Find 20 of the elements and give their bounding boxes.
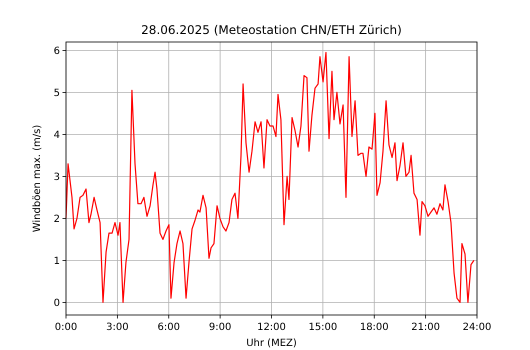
x-tick-label: 15:00 xyxy=(308,322,338,333)
y-axis-title: Windböen max. (m/s) xyxy=(32,124,43,232)
x-axis-title: Uhr (MEZ) xyxy=(246,338,297,349)
x-tick-label: 3:00 xyxy=(106,322,129,333)
y-tick-label: 2 xyxy=(54,214,60,225)
x-tick-label: 21:00 xyxy=(411,322,440,333)
y-tick-label: 0 xyxy=(54,298,60,309)
y-tick-label: 5 xyxy=(54,88,60,99)
x-tick-label: 0:00 xyxy=(54,322,78,333)
y-tick-label: 1 xyxy=(54,256,60,267)
line-series xyxy=(65,52,475,303)
x-tick-label: 9:00 xyxy=(208,322,232,333)
y-tick-label: 6 xyxy=(54,46,60,57)
x-tick-label: 6:00 xyxy=(158,322,180,333)
y-tick-label: 3 xyxy=(54,172,60,183)
x-tick-label: 24:00 xyxy=(462,322,492,333)
y-tick-label: 4 xyxy=(54,130,60,141)
x-tick-label: 12:00 xyxy=(257,322,286,333)
x-tick-label: 18:00 xyxy=(360,322,389,333)
chart-title: 28.06.2025 (Meteostation CHN/ETH Zürich) xyxy=(141,23,402,37)
